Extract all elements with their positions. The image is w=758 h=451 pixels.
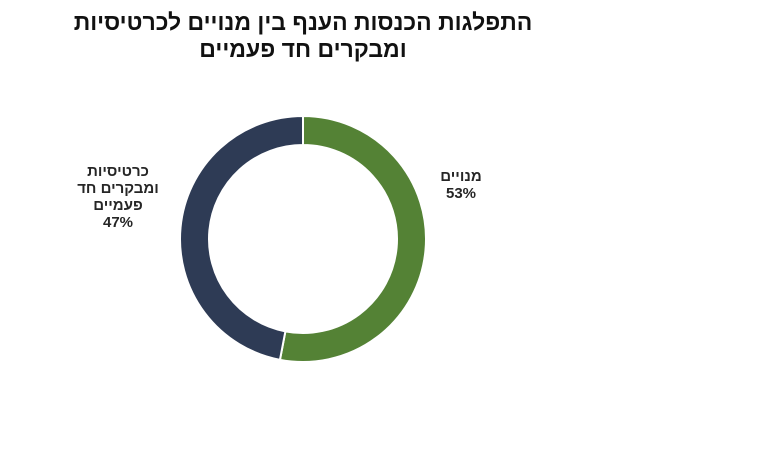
data-label-subscribers: מנויים 53%: [430, 168, 492, 202]
data-label-punchcards-line-3: פעמיים: [93, 197, 143, 214]
chart-title-line-1: התפלגות הכנסות הענף בין מנויים לכרטיסיות: [73, 9, 533, 35]
data-label-subscribers-value: 53%: [445, 185, 477, 202]
data-label-punchcards-oneoff: כרטיסיות ומבקרים חד פעמיים 47%: [68, 163, 168, 231]
donut-slice-punchcards-oneoff: [179, 114, 304, 361]
data-label-punchcards-line-2: ומבקרים חד: [77, 180, 159, 197]
donut-slice-subscribers: [278, 114, 427, 363]
data-label-punchcards-line-1: כרטיסיות: [87, 163, 149, 180]
data-label-subscribers-name: מנויים: [440, 168, 482, 185]
chart-title: התפלגות הכנסות הענף בין מנויים לכרטיסיות…: [0, 9, 606, 63]
chart-title-line-2: ומבקרים חד פעמיים: [199, 36, 407, 62]
donut-slices: [179, 114, 427, 363]
data-label-punchcards-value: 47%: [102, 214, 134, 231]
